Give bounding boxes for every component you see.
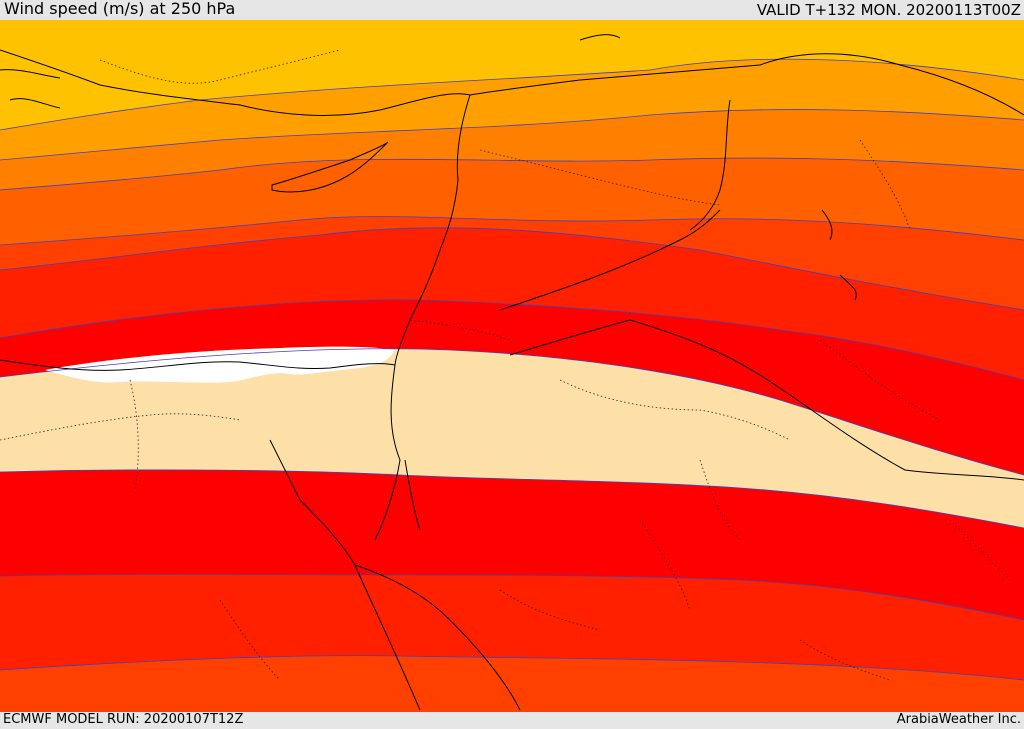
band-white	[45, 346, 395, 383]
map-canvas	[0, 20, 1024, 712]
band-red-orange	[0, 216, 1024, 310]
model-run: ECMWF MODEL RUN: 20200107T12Z	[3, 712, 244, 727]
credit: ArabiaWeather Inc.	[896, 712, 1021, 727]
coastlines	[0, 34, 1024, 711]
wind-speed-map	[0, 20, 1024, 712]
band-orange	[0, 109, 1024, 190]
band-deep-red-orange-lower	[0, 574, 1024, 680]
band-tan	[0, 348, 1024, 528]
borders	[0, 49, 1011, 681]
contour-lines	[0, 58, 1024, 681]
band-red-lower	[0, 469, 1024, 620]
map-title: Wind speed (m/s) at 250 hPa	[4, 0, 236, 18]
valid-time: VALID T+132 MON. 20200113T00Z	[756, 1, 1021, 19]
band-red-upper	[0, 299, 1024, 475]
band-yellow	[0, 20, 1024, 130]
header-bar: Wind speed (m/s) at 250 hPa VALID T+132 …	[0, 0, 1024, 20]
footer-bar: ECMWF MODEL RUN: 20200107T12Z ArabiaWeat…	[0, 712, 1024, 729]
band-light-orange	[0, 59, 1024, 161]
band-red-orange-bottom	[0, 655, 1024, 712]
band-dark-orange	[0, 158, 1024, 245]
